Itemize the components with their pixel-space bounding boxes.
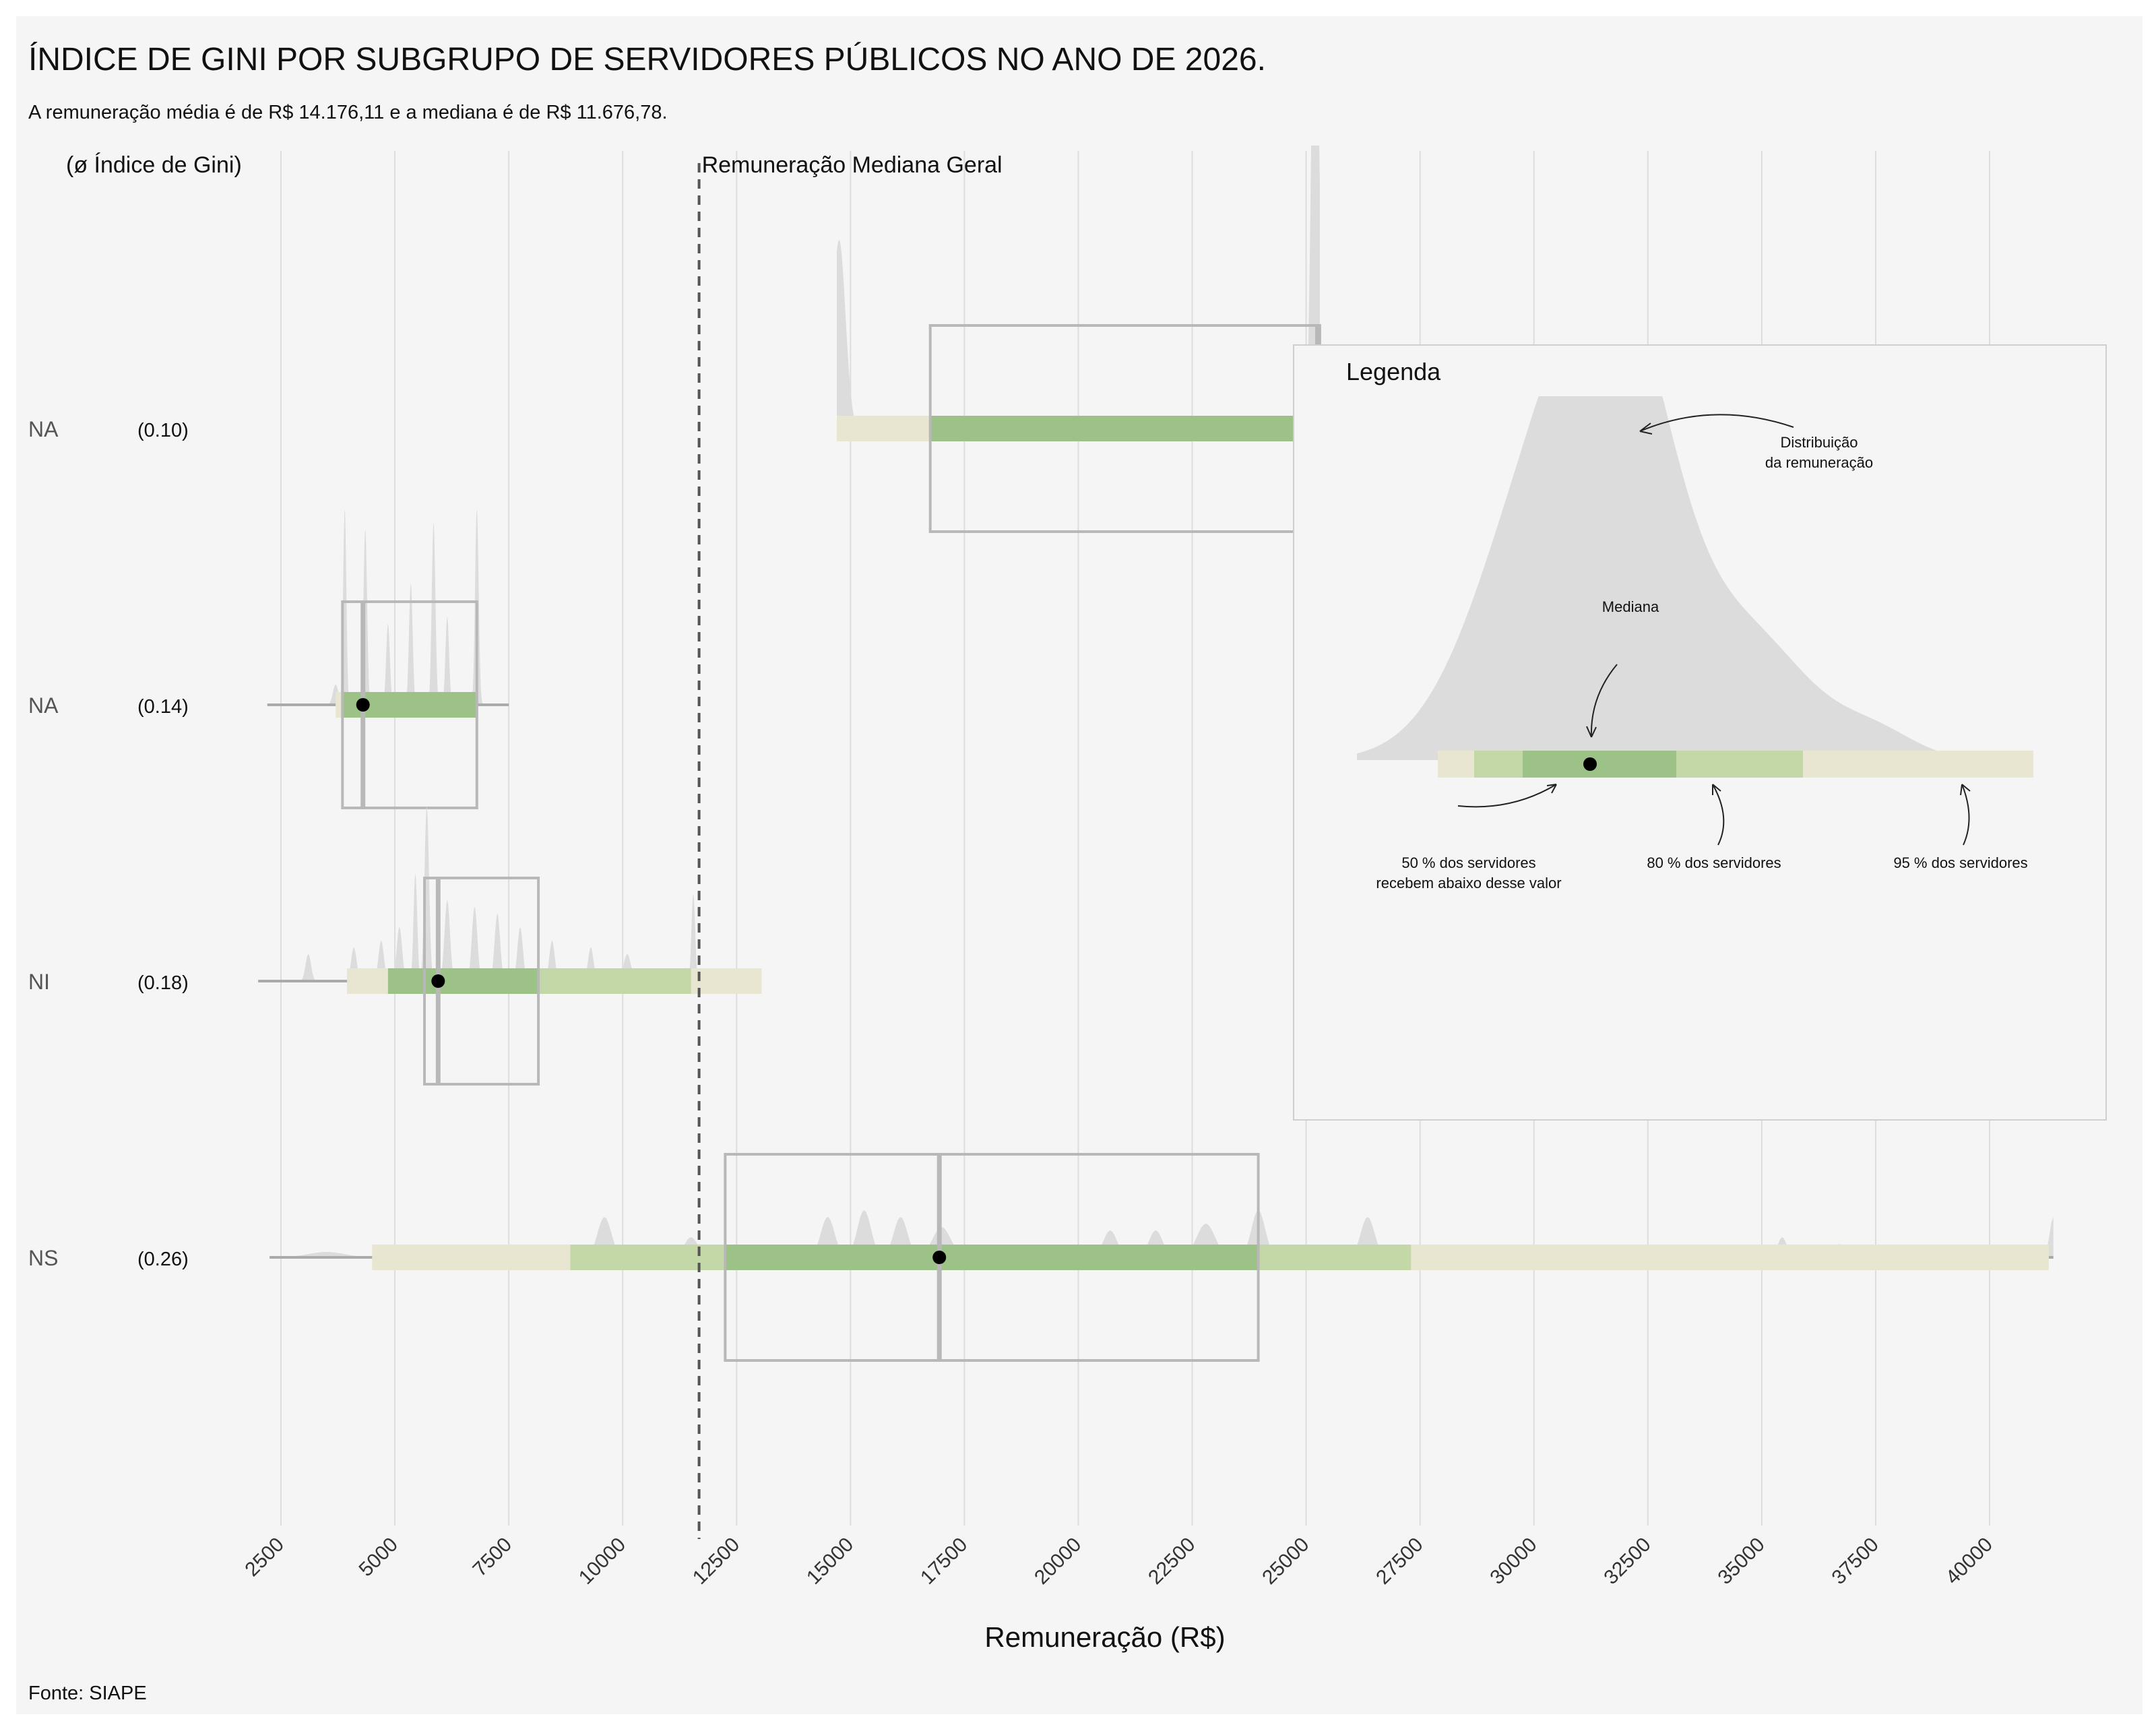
legend-p95-arrowhead <box>1960 784 1971 796</box>
groups-layer: NA (0.10) NA (0.14) NI (0.18) NS (0.26) <box>28 146 2054 1362</box>
x-tick-label: 30000 <box>1486 1534 1541 1589</box>
gini-header: (ø Índice de Gini) <box>66 152 242 178</box>
group-0: NA (0.10) <box>28 146 1321 533</box>
chart-panel: ÍNDICE DE GINI POR SUBGRUPO DE SERVIDORE… <box>16 16 2143 1714</box>
legend-box: Legenda Distribuição da remuneração Medi… <box>1293 344 2107 1121</box>
legend-median-arrowhead <box>1586 726 1597 738</box>
gini-value: (0.10) <box>137 420 189 441</box>
x-tick-label: 27500 <box>1372 1534 1427 1589</box>
x-tick-label: 5000 <box>354 1534 402 1581</box>
row-label: NI <box>28 970 50 994</box>
legend-title: Legenda <box>1346 358 1441 385</box>
x-tick-label: 40000 <box>1942 1534 1997 1589</box>
x-axis-label: Remuneração (R$) <box>984 1621 1225 1653</box>
x-tick-label: 17500 <box>916 1534 972 1589</box>
x-tick-label: 7500 <box>469 1534 517 1581</box>
median-point <box>431 974 445 988</box>
legend-median-label: Mediana <box>1602 598 1659 615</box>
x-tick-label: 12500 <box>689 1534 744 1589</box>
x-tick-label: 20000 <box>1030 1534 1085 1589</box>
x-tick-label: 15000 <box>802 1534 858 1589</box>
x-tick-label: 2500 <box>241 1534 288 1581</box>
group-2: NI (0.18) <box>28 807 762 1086</box>
gini-value: (0.26) <box>137 1249 189 1270</box>
gini-value: (0.14) <box>137 696 189 718</box>
legend-p95-arrow <box>1961 784 1970 846</box>
legend-density <box>1357 396 2106 760</box>
row-label: NS <box>28 1246 58 1270</box>
x-tick-label: 32500 <box>1599 1534 1655 1589</box>
group-1: NA (0.14) <box>28 509 509 809</box>
legend-p80-arrowhead <box>1712 784 1721 795</box>
legend-p50-label-2: recebem abaixo desse valor <box>1376 875 1561 891</box>
group-3: NS (0.26) <box>28 1153 2054 1362</box>
band-50 <box>930 416 1318 441</box>
median-line-label: Remuneração Mediana Geral <box>702 152 1003 178</box>
legend-dist-arrowhead <box>1639 422 1653 435</box>
band-50 <box>387 968 539 994</box>
iqr-box <box>724 1153 1260 1362</box>
legend-p50-arrow <box>1457 784 1557 808</box>
x-tick-label: 10000 <box>575 1534 630 1589</box>
row-label: NA <box>28 693 59 718</box>
x-tick-label: 25000 <box>1258 1534 1313 1589</box>
chart-subtitle: A remuneração média é de R$ 14.176,11 e … <box>28 102 668 123</box>
gini-chart: ÍNDICE DE GINI POR SUBGRUPO DE SERVIDORE… <box>28 41 2107 1704</box>
median-point <box>356 698 370 712</box>
legend-dist-label-2: da remuneração <box>1765 454 1873 471</box>
legend-p80-arrow <box>1712 784 1725 846</box>
x-tick-label: 37500 <box>1828 1534 1883 1589</box>
legend-p50-arrowhead <box>1546 784 1557 794</box>
x-tick-label: 22500 <box>1144 1534 1199 1589</box>
legend-p80-label: 80 % dos servidores <box>1647 854 1781 871</box>
row-label: NA <box>28 417 59 441</box>
median-point <box>932 1251 947 1264</box>
density-shape <box>258 807 762 981</box>
legend-median-arrow <box>1590 664 1618 738</box>
source-note: Fonte: SIAPE <box>28 1683 147 1704</box>
band-50 <box>725 1245 1259 1270</box>
legend-p50-label-1: 50 % dos servidores <box>1401 854 1535 871</box>
legend-median-point <box>1583 757 1597 771</box>
gini-value: (0.18) <box>137 972 189 994</box>
density-shape <box>267 509 509 705</box>
iqr-box <box>423 877 540 1086</box>
x-axis-ticks: 2500 5000 7500 10000 12500 15000 17500 20000 225… <box>241 1534 1997 1589</box>
x-tick-label: 35000 <box>1713 1534 1769 1589</box>
iqr-box <box>341 600 478 809</box>
legend-dist-label-1: Distribuição <box>1781 434 1858 451</box>
legend-p95-label: 95 % dos servidores <box>1893 854 2027 871</box>
legend-dist-arrow <box>1639 414 1794 432</box>
legend-band-50 <box>1523 751 1676 778</box>
chart-title: ÍNDICE DE GINI POR SUBGRUPO DE SERVIDORE… <box>28 41 1266 77</box>
